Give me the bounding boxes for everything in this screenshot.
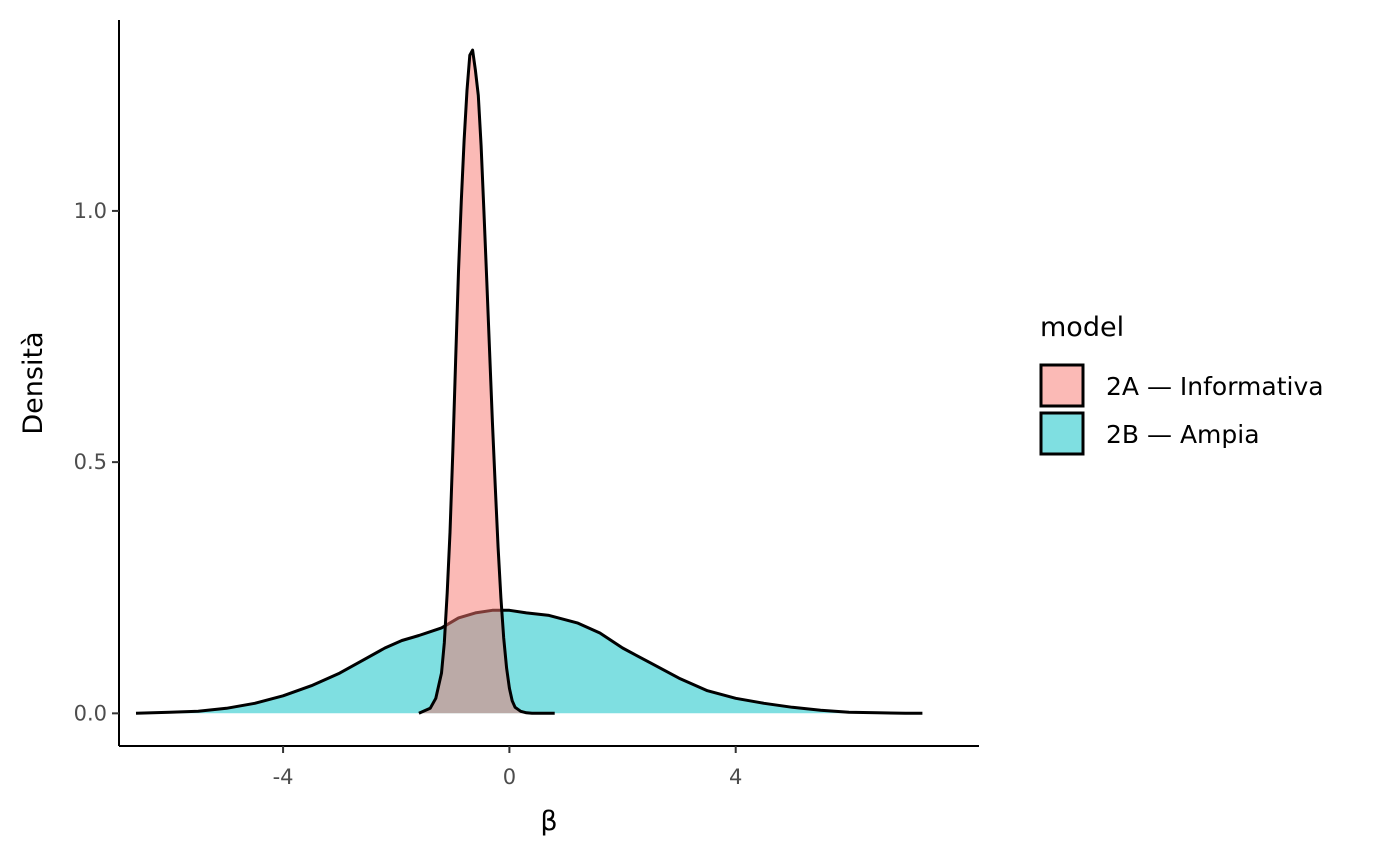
x-tick-label: 4 <box>729 765 742 789</box>
legend-items: 2A — Informativa 2B — Ampia <box>1039 363 1324 456</box>
axes: 0.0 0.5 1.0 -4 0 4 <box>74 20 979 789</box>
x-tick-label: 0 <box>503 765 516 789</box>
x-ticks: -4 0 4 <box>273 746 742 789</box>
y-axis-title: Densità <box>18 331 49 434</box>
y-ticks: 0.0 0.5 1.0 <box>74 199 119 725</box>
density-fill-2b <box>136 610 923 714</box>
density-areas <box>135 48 923 715</box>
y-tick-label: 0.0 <box>74 701 107 725</box>
x-axis-title: β <box>540 806 557 837</box>
legend-label-2b: 2B — Ampia <box>1106 420 1260 449</box>
density-line-2a <box>418 48 555 715</box>
legend-title: model <box>1040 312 1124 343</box>
legend-key-2b <box>1039 411 1085 456</box>
x-tick-label: -4 <box>273 765 294 789</box>
y-tick-label: 0.5 <box>74 450 107 474</box>
legend-label-2a: 2A — Informativa <box>1106 372 1324 401</box>
y-tick-label: 1.0 <box>74 199 107 223</box>
legend-key-2a <box>1039 363 1085 408</box>
density-fill-2a <box>418 50 555 714</box>
density-line-2b <box>135 608 923 715</box>
legend: model 2A — Informativa 2B — Ampia <box>1039 312 1324 456</box>
